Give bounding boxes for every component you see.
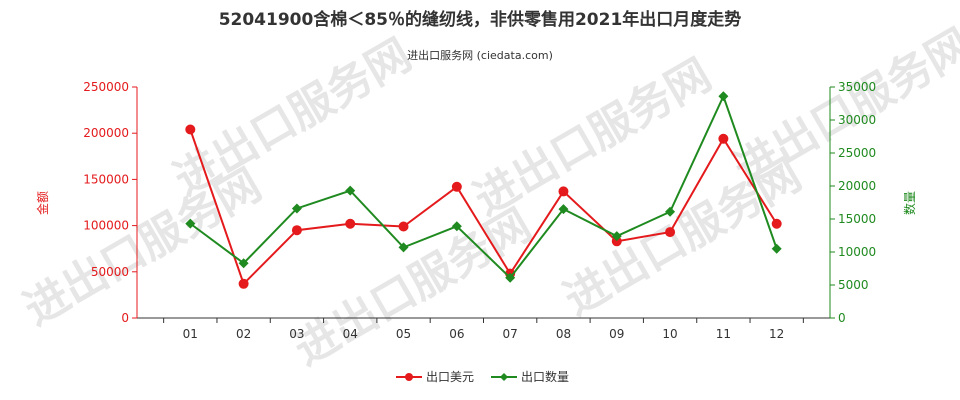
x-tick-label: 07 xyxy=(503,327,518,341)
series-point-right xyxy=(665,206,676,217)
x-tick-label: 12 xyxy=(769,327,784,341)
series-point-right xyxy=(185,218,196,229)
series-line-right xyxy=(189,93,778,280)
legend-swatch-marker xyxy=(405,373,413,381)
series-point-right xyxy=(451,221,462,232)
right-axis-label: 数量 xyxy=(902,191,917,215)
left-tick-label: 200000 xyxy=(83,126,129,140)
right-tick-label: 25000 xyxy=(838,146,876,160)
right-tick-label: 30000 xyxy=(838,113,876,127)
right-tick-label: 35000 xyxy=(838,80,876,94)
x-tick-label: 11 xyxy=(716,327,731,341)
x-tick-label: 05 xyxy=(396,327,411,341)
x-tick-label: 02 xyxy=(236,327,251,341)
series-line-left xyxy=(189,129,778,286)
left-tick-label: 250000 xyxy=(83,80,129,94)
series-point-right xyxy=(718,91,729,102)
x-tick-label: 01 xyxy=(183,327,198,341)
watermark-text: 进出口服务网 xyxy=(286,199,540,375)
x-axis: 01 02 03 04 05 06 07 08 09 10 11 12 xyxy=(163,318,804,341)
series-point-left xyxy=(398,221,409,232)
series-point-right xyxy=(238,258,249,269)
x-tick-label: 09 xyxy=(609,327,624,341)
right-tick-label: 0 xyxy=(838,311,846,325)
left-axis-label: 金额 xyxy=(35,191,50,215)
series-point-left xyxy=(611,236,622,247)
left-tick-label: 100000 xyxy=(83,219,129,233)
legend-entry-label: 出口美元 xyxy=(426,370,474,384)
watermark-text: 进出口服务网 xyxy=(726,19,960,195)
series-point-right xyxy=(611,231,622,242)
left-y-axis: 0 50000 100000 150000 200000 250000 xyxy=(83,80,138,325)
legend-swatch-marker xyxy=(500,373,508,381)
left-tick-label: 50000 xyxy=(91,265,129,279)
series-point-right xyxy=(398,242,409,253)
series-point-left xyxy=(185,124,196,135)
watermark-text: 进出口服务网 xyxy=(466,49,720,225)
chart-subtitle: 进出口服务网 (ciedata.com) xyxy=(407,48,553,62)
right-tick-label: 5000 xyxy=(838,278,869,292)
right-tick-label: 20000 xyxy=(838,179,876,193)
series-point-left xyxy=(771,218,782,229)
left-tick-label: 0 xyxy=(121,311,129,325)
x-tick-label: 08 xyxy=(556,327,571,341)
x-tick-label: 03 xyxy=(289,327,304,341)
series-point-left xyxy=(665,227,676,238)
series-point-left xyxy=(558,186,569,197)
series-point-right xyxy=(345,185,356,196)
x-tick-label: 10 xyxy=(662,327,677,341)
right-tick-label: 15000 xyxy=(838,212,876,226)
series-point-left xyxy=(451,181,462,192)
series-layer xyxy=(185,91,782,289)
series-point-left xyxy=(238,278,249,289)
legend-entry-label: 出口数量 xyxy=(521,369,569,384)
x-tick-label: 06 xyxy=(449,327,464,341)
series-point-right xyxy=(771,243,782,254)
left-tick-label: 150000 xyxy=(83,172,129,186)
right-y-axis: 0 5000 10000 15000 20000 25000 30000 35000 xyxy=(829,80,876,325)
series-point-left xyxy=(718,133,729,144)
chart-title: 52041900含棉＜85％的缝纫线，非供零售用2021年出口月度走势 xyxy=(219,9,742,30)
right-tick-label: 10000 xyxy=(838,245,876,259)
series-point-left xyxy=(291,225,302,236)
series-point-right xyxy=(558,204,569,215)
legend: 出口美元 出口数量 xyxy=(396,369,569,384)
watermark-text: 进出口服务网 xyxy=(166,29,420,205)
series-point-right xyxy=(505,272,516,283)
series-point-left xyxy=(345,218,356,229)
series-point-right xyxy=(291,203,302,214)
x-tick-label: 04 xyxy=(343,327,358,341)
